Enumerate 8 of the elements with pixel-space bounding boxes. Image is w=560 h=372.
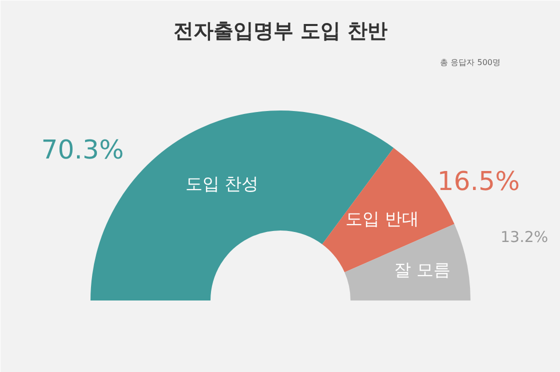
slice-label: 도입 반대: [345, 209, 419, 230]
chart-title: 전자출입명부 도입 찬반: [174, 18, 388, 42]
text: 총 응답자 500명: [440, 58, 501, 67]
data-label: 16.5%: [437, 166, 520, 197]
slice-label: 잘 모름: [394, 260, 451, 281]
data-label: 70.3%: [41, 135, 124, 166]
slice-label: 도입 찬성: [185, 174, 259, 194]
data-label: 13.2%: [500, 228, 548, 246]
